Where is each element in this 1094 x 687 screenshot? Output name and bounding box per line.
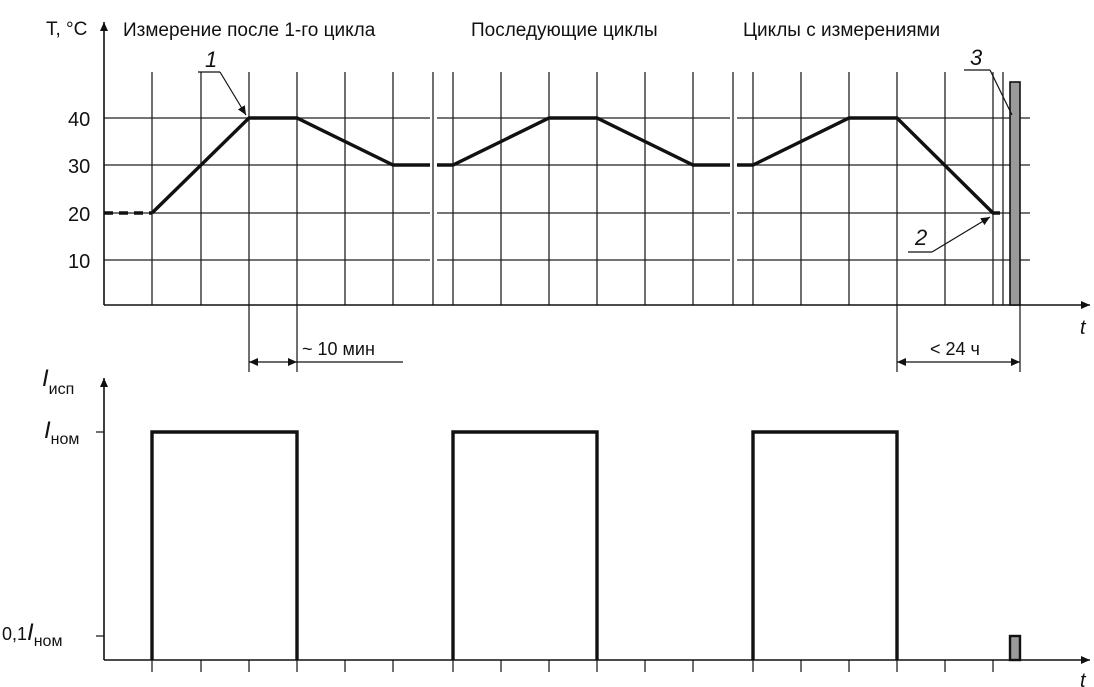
temperature-grid (104, 72, 1030, 305)
temperature-profile-first-cycle (150, 116, 430, 215)
section-title-measurement-cycles: Циклы с измерениями (743, 20, 940, 41)
temperature-profile-measurement-cycle (737, 116, 1000, 215)
section-title-first-cycle: Измерение после 1-го цикла (123, 20, 376, 41)
callout-2-label: 2 (914, 225, 927, 250)
temperature-x-label: t (1080, 317, 1087, 339)
callout-2: 2 (908, 216, 991, 253)
callout-3-label: 3 (970, 45, 983, 70)
measurement-current-pulse (1008, 634, 1022, 662)
level-low-sub: ном (34, 633, 63, 650)
level-low-label: 0,1Iном (2, 619, 62, 650)
current-pulse-subsequent-cycle (451, 430, 599, 660)
level-low-main: I (27, 619, 34, 646)
level-low-prefix: 0,1 (2, 624, 27, 644)
current-y-label-main: I (42, 365, 49, 392)
y-tick-30: 30 (68, 156, 90, 178)
level-high-sub: ном (51, 431, 80, 448)
callout-1-label: 1 (205, 47, 217, 72)
current-chart: Iисп Iном 0,1Iном t (2, 365, 1090, 687)
callout-3: 3 (964, 45, 1013, 116)
dimension-24-h: < 24 ч (896, 305, 1021, 372)
temperature-profile-subsequent-cycle (437, 116, 730, 167)
level-high-main: I (44, 417, 51, 444)
callout-1: 1 (198, 47, 247, 116)
y-tick-10: 10 (68, 251, 90, 273)
measurement-bar (1009, 81, 1021, 306)
y-tick-40: 40 (68, 109, 90, 131)
current-x-label: t (1080, 670, 1087, 687)
dimension-10-min: ~ 10 мин (248, 305, 403, 372)
current-y-label-sub: исп (49, 381, 75, 398)
dimension-24-h-label: < 24 ч (930, 339, 980, 359)
temperature-y-label: T, °C (46, 19, 87, 40)
current-pulse-first-cycle (150, 430, 299, 660)
temperature-chart: 40 30 20 10 T, °C t Измерение после 1-го… (46, 19, 1090, 372)
level-high-label: Iном (44, 417, 79, 448)
dimension-10-min-label: ~ 10 мин (302, 339, 375, 359)
current-x-ticks (151, 660, 994, 672)
section-title-subsequent-cycles: Последующие циклы (471, 20, 658, 41)
y-tick-20: 20 (68, 204, 90, 226)
current-y-label: Iисп (42, 365, 74, 398)
current-pulse-measurement-cycle (751, 430, 899, 660)
